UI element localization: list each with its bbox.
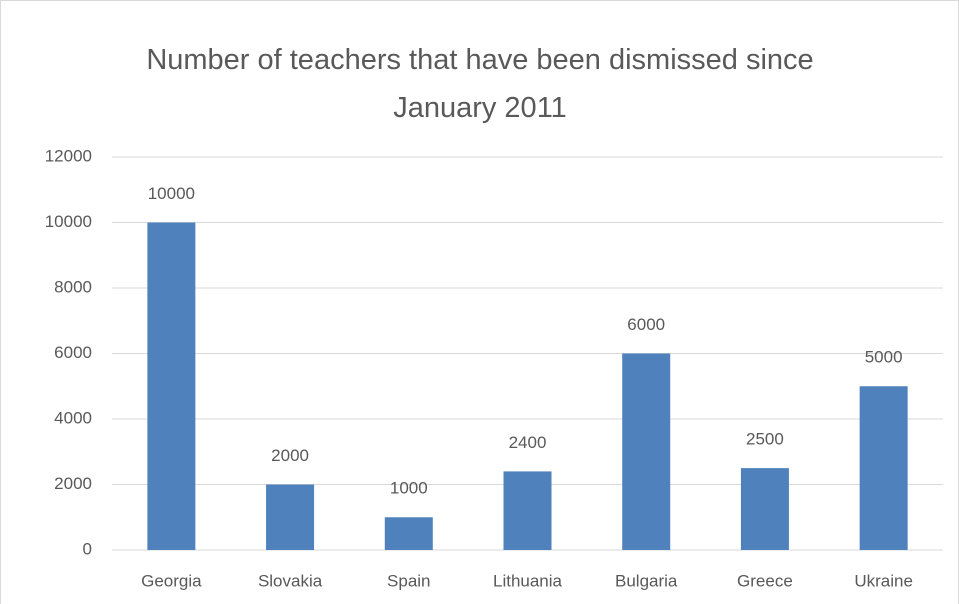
x-tick-label: Greece <box>737 571 793 590</box>
data-label: 1000 <box>390 479 428 498</box>
bar <box>740 468 789 550</box>
x-tick-label: Ukraine <box>854 571 913 590</box>
x-tick-label: Lithuania <box>493 571 563 590</box>
data-label: 2500 <box>746 430 784 449</box>
x-tick-label: Georgia <box>141 571 202 590</box>
y-tick-label: 0 <box>83 539 92 558</box>
bar <box>859 386 908 550</box>
y-tick-label: 4000 <box>54 408 92 427</box>
y-tick-label: 6000 <box>54 343 92 362</box>
data-label: 2000 <box>271 446 309 465</box>
x-tick-label: Spain <box>387 571 430 590</box>
y-tick-label: 2000 <box>54 474 92 493</box>
bar <box>622 353 671 550</box>
bar <box>384 517 433 550</box>
x-tick-label: Bulgaria <box>615 571 678 590</box>
data-label: 6000 <box>627 315 665 334</box>
chart-title: Number of teachers that have been dismis… <box>146 44 814 124</box>
y-tick-label: 12000 <box>45 146 92 165</box>
bar <box>503 471 552 550</box>
x-tick-label: Slovakia <box>258 571 323 590</box>
bar <box>147 222 196 550</box>
y-tick-label: 10000 <box>45 212 92 231</box>
y-tick-label: 8000 <box>54 277 92 296</box>
data-label: 5000 <box>865 348 903 367</box>
data-label: 10000 <box>148 184 195 203</box>
bar <box>266 484 315 550</box>
data-label: 2400 <box>509 433 547 452</box>
